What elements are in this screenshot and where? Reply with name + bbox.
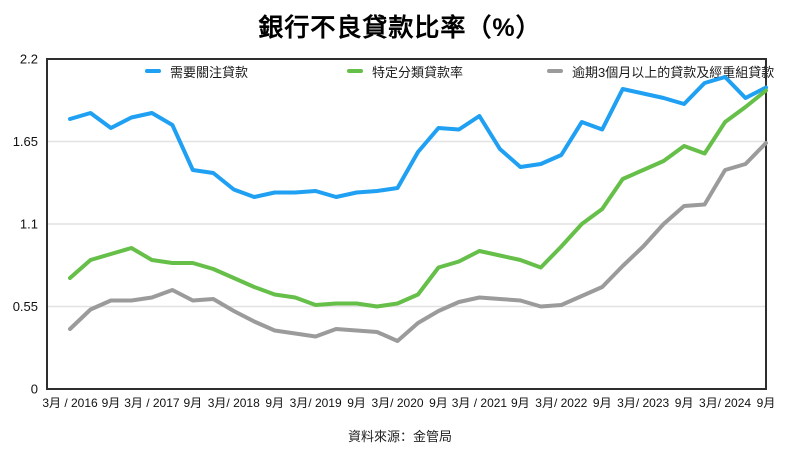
- series-line-2: [68, 141, 768, 343]
- x-tick-label: 9月: [511, 396, 530, 410]
- y-tick-label: 0: [31, 382, 38, 397]
- x-tick-label: 3月/ 2024: [699, 396, 751, 410]
- x-tick-label: 3月 / 2021: [452, 396, 508, 410]
- x-tick-label: 3月/ 2023: [617, 396, 669, 410]
- x-tick-label: 9月: [593, 396, 612, 410]
- legend-item-special-mention-loans[interactable]: 需要關注貸款: [145, 62, 248, 80]
- x-tick-label: 3月 / 2017: [124, 396, 180, 410]
- y-tick-label: 2.2: [20, 52, 38, 67]
- x-tick-label: 9月: [675, 396, 694, 410]
- x-tick-label: 9月: [429, 396, 448, 410]
- x-tick-label: 9月: [183, 396, 202, 410]
- y-tick-label: 0.55: [13, 299, 38, 314]
- x-tick-label: 3月/ 2022: [535, 396, 587, 410]
- source-caption: 資料來源：金管局: [347, 429, 452, 444]
- line-chart-canvas: 00.551.11.652.23月 / 2016 9月 3月 / 2017 9月 3月/…: [13, 52, 776, 411]
- plot-border: [46, 58, 767, 390]
- y-tick-label: 1.65: [13, 134, 38, 149]
- y-tick-label: 1.1: [20, 217, 38, 232]
- x-tick-label: 9月: [265, 396, 284, 410]
- x-tick-label: 9月: [757, 396, 776, 410]
- chart-title: 銀行不良貸款比率（%）: [258, 14, 542, 42]
- x-tick-label: 3月/ 2019: [290, 396, 342, 410]
- x-tick-label: 3月/ 2020: [372, 396, 424, 410]
- legend-label: 需要關注貸款: [170, 64, 249, 80]
- x-tick-label: 9月: [102, 396, 121, 410]
- x-tick-label: 9月: [347, 396, 366, 410]
- series-line-0: [68, 75, 768, 199]
- legend-item-classified-loan-ratio[interactable]: 特定分類貸款率: [347, 62, 463, 80]
- legend-label: 特定分類貸款率: [372, 64, 464, 80]
- legend-swatch-green: [347, 69, 363, 73]
- legend-swatch-gray: [547, 69, 563, 73]
- x-tick-label: 3月 / 2016: [42, 396, 98, 410]
- legend-swatch-blue: [145, 69, 161, 73]
- series-line-1: [68, 88, 768, 309]
- x-tick-label: 3月/ 2018: [208, 396, 260, 410]
